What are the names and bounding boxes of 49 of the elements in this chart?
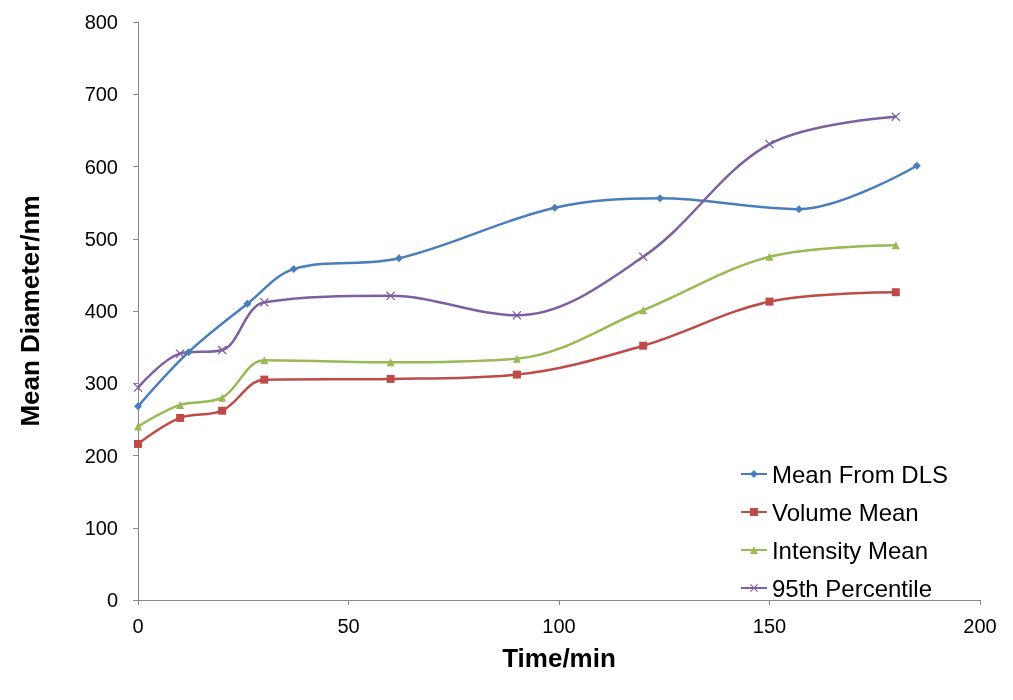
point [765,139,774,149]
x-tick-label: 150 [752,615,787,637]
point [512,370,521,379]
y-tick-label: 800 [84,11,118,33]
x-tick-label: 100 [542,615,576,637]
point [218,393,227,402]
legend-label: Intensity Mean [771,536,929,564]
point [175,349,185,359]
y-axis-title: Mean Diameter/nm [15,195,45,427]
x-tick-label: 200 [963,615,997,637]
point [176,400,185,409]
x-tick-label: 0 [132,615,144,637]
point [891,112,901,122]
y-tick-label: 200 [84,444,118,467]
point [134,422,142,431]
point [891,288,900,297]
point [184,348,193,357]
x-tick-label: 50 [337,615,360,637]
point [386,358,395,367]
point [134,439,142,448]
point [395,254,404,263]
point [639,341,648,350]
legend-label: Volume Mean [771,498,919,526]
point [217,345,227,355]
y-tick-label: 600 [84,155,118,178]
point [218,406,227,415]
point [765,297,774,306]
y-tick-label: 500 [84,227,118,250]
y-tick-label: 0 [106,589,118,611]
legend-label: Mean From DLS [771,460,949,488]
point [512,354,521,363]
point [134,402,142,411]
legend-label: 95th Percentile [771,574,933,602]
x-axis-title: Time/min [502,643,616,673]
point [386,291,396,301]
point [260,375,269,384]
point [289,265,298,274]
point [550,203,559,212]
point [133,383,143,393]
point [512,310,522,320]
y-tick-label: 300 [84,372,118,395]
y-tick-label: 700 [84,83,118,106]
point [386,374,395,383]
y-tick-label: 400 [84,300,118,322]
point [765,252,774,261]
y-tick-label: 100 [84,516,118,539]
point [912,161,921,170]
point [243,299,252,308]
point [176,413,185,422]
